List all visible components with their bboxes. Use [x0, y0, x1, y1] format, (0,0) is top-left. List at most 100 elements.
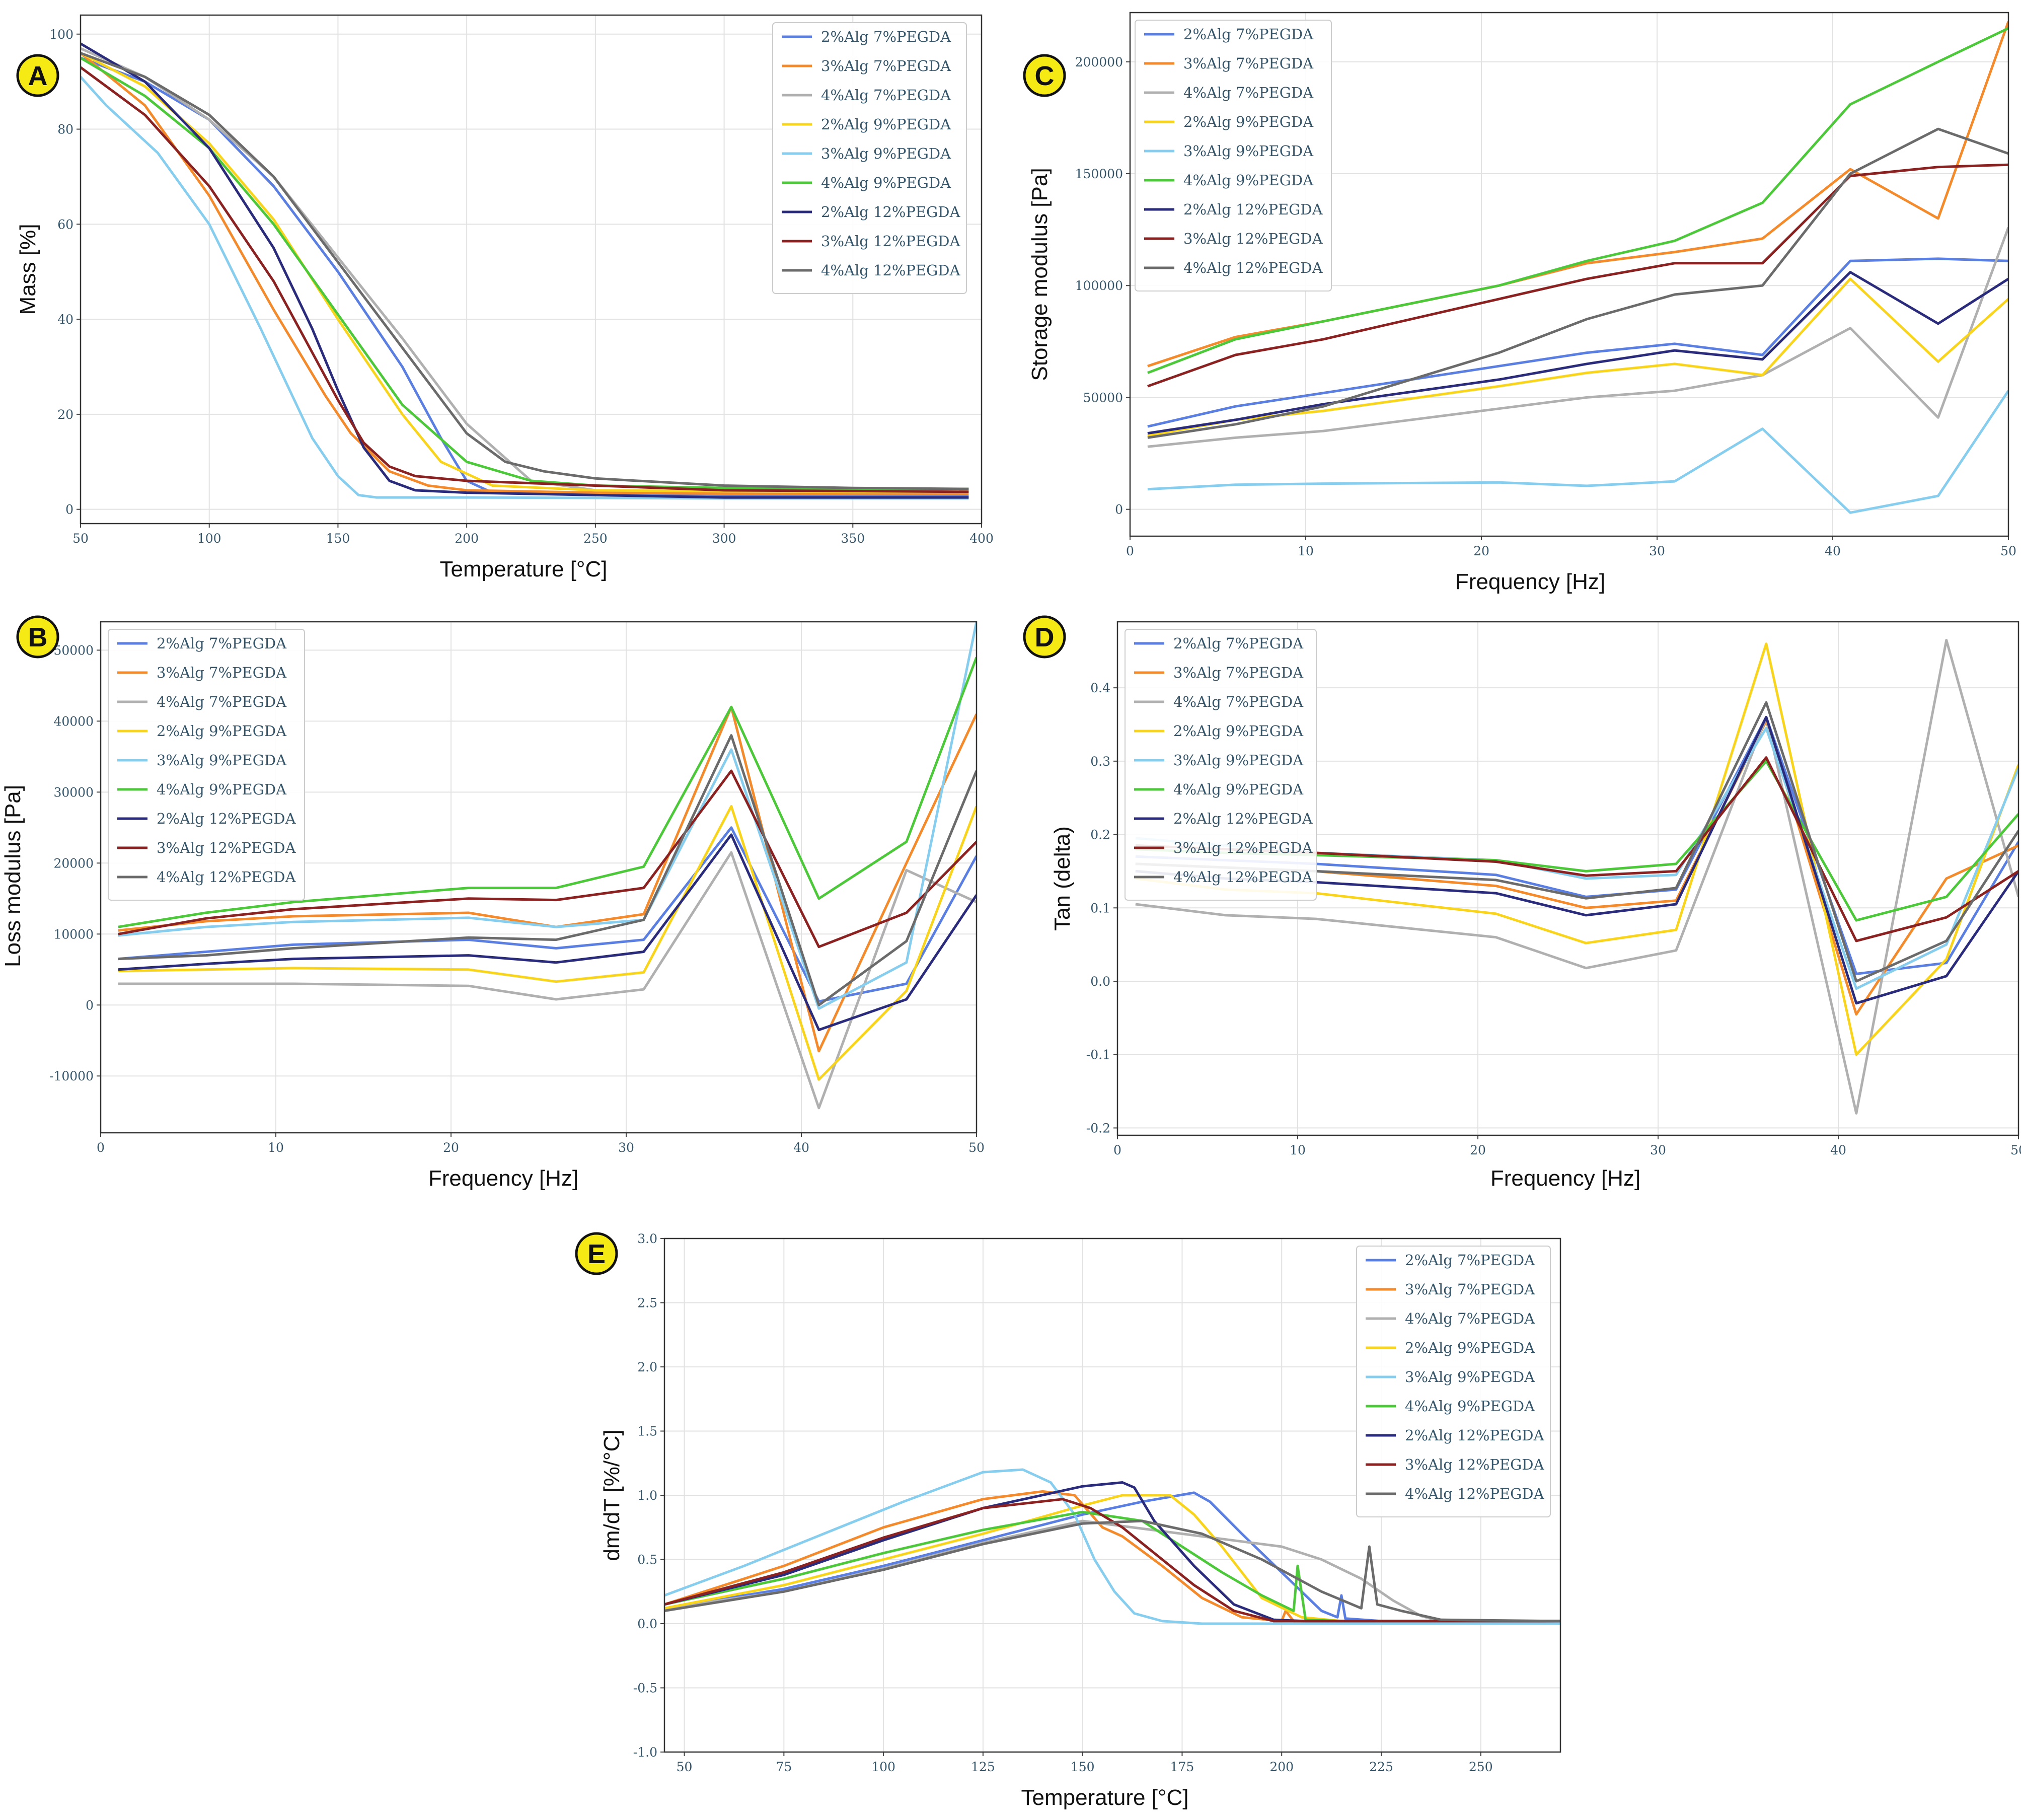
legend-entry: 3%Alg 7%PEGDA: [157, 664, 287, 681]
y-tick-label: 0: [65, 502, 73, 517]
y-tick-label: 200000: [1075, 55, 1123, 69]
legend-entry: 2%Alg 9%PEGDA: [1173, 722, 1304, 740]
legend-entry: 4%Alg 12%PEGDA: [157, 868, 296, 886]
legend-box: [108, 629, 305, 901]
legend-entry: 3%Alg 12%PEGDA: [1405, 1456, 1545, 1473]
y-tick-label: 0.0: [1090, 974, 1110, 989]
series-line-4pctalg-9pctpegda: [118, 657, 977, 928]
series-line-4pctalg-12pctpegda: [1147, 127, 2008, 439]
x-tick-label: 125: [971, 1760, 995, 1774]
series-line-2pctalg-12pctpegda: [1147, 271, 2008, 435]
x-tick-label: 0: [1113, 1143, 1121, 1157]
x-tick-label: 30: [1649, 544, 1665, 558]
series-line-3pctalg-7pctpegda: [81, 52, 969, 495]
y-tick-label: 20: [57, 407, 73, 422]
x-tick-label: 20: [443, 1140, 459, 1155]
legend-entry: 3%Alg 7%PEGDA: [1405, 1281, 1535, 1298]
chart-panel-e: 50 75 100 125 150 175 200 225 250 -1.0 -0.5 0.0 0.5 1…: [575, 1231, 1561, 1810]
legend-entry: 4%Alg 12%PEGDA: [821, 262, 961, 279]
series-line-3pctalg-9pctpegda: [1147, 390, 2008, 514]
x-tick-label: 350: [841, 531, 865, 546]
legend-entry: 3%Alg 9%PEGDA: [821, 145, 951, 162]
y-tick-label: 0: [86, 998, 94, 1012]
chart-panel-c: 0 10 20 30 40 50 0 50000 100000 150000 200000 2%Alg…: [1023, 12, 2016, 594]
legend-entry: 3%Alg 7%PEGDA: [1183, 55, 1314, 72]
series-line-3pctalg-9pctpegda: [118, 622, 977, 1010]
legend-entry: 4%Alg 7%PEGDA: [821, 87, 951, 104]
legend-entry: 4%Alg 7%PEGDA: [1183, 84, 1314, 101]
y-axis-label: Storage modulus [Pa]: [1027, 168, 1052, 381]
series-line-4pctalg-9pctpegda: [1147, 27, 2008, 374]
x-tick-label: 50: [968, 1140, 985, 1155]
series-line-2pctalg-7pctpegda: [1147, 257, 2008, 428]
legend: 2%Alg 7%PEGDA 3%Alg 7%PEGDA 4%Alg 7%PEGDA 2…: [108, 629, 305, 901]
legend-box: [1356, 1246, 1551, 1517]
panel-badge: A: [16, 54, 59, 97]
y-tick-label: 100: [49, 27, 73, 42]
legend-entry: 2%Alg 12%PEGDA: [157, 810, 296, 827]
legend: 2%Alg 7%PEGDA 3%Alg 7%PEGDA 4%Alg 7%PEGDA 2…: [1356, 1246, 1551, 1517]
series-line-4pctalg-12pctpegda: [118, 734, 977, 1006]
y-axis-label: Tan (delta): [1050, 826, 1075, 931]
y-tick-label: -1.0: [633, 1745, 657, 1760]
panel-badge: E: [575, 1232, 618, 1275]
x-tick-label: 50: [72, 531, 89, 546]
series-line-3pctalg-12pctpegda: [81, 66, 969, 493]
x-tick-label: 20: [1470, 1143, 1486, 1157]
legend-entry: 2%Alg 7%PEGDA: [157, 635, 287, 652]
panel-badge-letter: E: [587, 1239, 606, 1269]
y-tick-label: 0.2: [1090, 828, 1110, 842]
panel-badge-circle: [16, 54, 59, 97]
legend-entry: 2%Alg 7%PEGDA: [1405, 1252, 1535, 1269]
x-tick-label: 150: [326, 531, 350, 546]
y-tick-label: 0.1: [1090, 901, 1110, 915]
legend-entry: 2%Alg 12%PEGDA: [1183, 201, 1323, 218]
plot-frame: [1129, 12, 2009, 537]
legend-entry: 4%Alg 9%PEGDA: [821, 174, 951, 191]
y-tick-label: -0.2: [1086, 1121, 1110, 1135]
y-axis-label: dm/dT [%/°C]: [600, 1429, 624, 1561]
series-line-4pctalg-9pctpegda: [664, 1510, 1560, 1623]
panel-badge-letter: C: [1035, 61, 1055, 91]
x-axis-label: Temperature [°C]: [439, 557, 607, 581]
x-axis-label: Frequency [Hz]: [1490, 1166, 1640, 1191]
legend-entry: 3%Alg 7%PEGDA: [821, 57, 951, 75]
x-tick-label: 400: [969, 531, 994, 546]
series-line-2pctalg-7pctpegda: [664, 1491, 1560, 1623]
y-tick-label: 150000: [1075, 167, 1123, 181]
x-tick-label: 0: [97, 1140, 105, 1155]
y-tick-label: 50000: [1083, 390, 1123, 405]
legend-entry: 2%Alg 9%PEGDA: [821, 116, 951, 133]
x-tick-label: 50: [677, 1760, 693, 1774]
x-tick-label: 150: [1071, 1760, 1095, 1774]
x-tick-label: 100: [197, 531, 221, 546]
legend-entry: 3%Alg 12%PEGDA: [821, 233, 961, 250]
x-tick-label: 10: [268, 1140, 284, 1155]
y-tick-label: 30000: [53, 785, 94, 799]
y-tick-label: 2.5: [637, 1296, 657, 1311]
x-tick-label: 250: [1469, 1760, 1493, 1774]
legend-entry: 4%Alg 9%PEGDA: [157, 781, 287, 798]
x-axis-label: Frequency [Hz]: [1455, 569, 1605, 594]
y-tick-label: 2.0: [637, 1360, 657, 1374]
series-line-2pctalg-12pctpegda: [81, 42, 969, 499]
x-tick-label: 250: [583, 531, 608, 546]
y-tick-label: -10000: [49, 1069, 94, 1083]
legend-entry: 3%Alg 12%PEGDA: [1183, 230, 1323, 247]
legend: 2%Alg 7%PEGDA 3%Alg 7%PEGDA 4%Alg 7%PEGDA 2…: [1125, 629, 1317, 901]
legend-box: [1125, 629, 1317, 901]
panel-badge: D: [1023, 615, 1066, 659]
x-tick-label: 200: [455, 531, 479, 546]
legend-entry: 2%Alg 12%PEGDA: [821, 203, 961, 221]
series-line-3pctalg-12pctpegda: [118, 769, 977, 949]
panel-badge-circle: [575, 1232, 618, 1275]
series-line-4pctalg-12pctpegda: [81, 52, 969, 490]
legend-entry: 3%Alg 12%PEGDA: [157, 839, 296, 856]
y-tick-label: 60: [57, 217, 73, 232]
legend-entry: 4%Alg 12%PEGDA: [1183, 259, 1323, 276]
chart-panel-a: 50 100 150 200 250 300 350 400 0 20 40 60 80 100 2%Alg…: [16, 14, 994, 581]
y-tick-label: 1.5: [637, 1424, 657, 1439]
x-tick-label: 40: [1830, 1143, 1846, 1157]
x-tick-label: 40: [1825, 544, 1841, 558]
x-axis-label: Temperature [°C]: [1021, 1785, 1188, 1810]
